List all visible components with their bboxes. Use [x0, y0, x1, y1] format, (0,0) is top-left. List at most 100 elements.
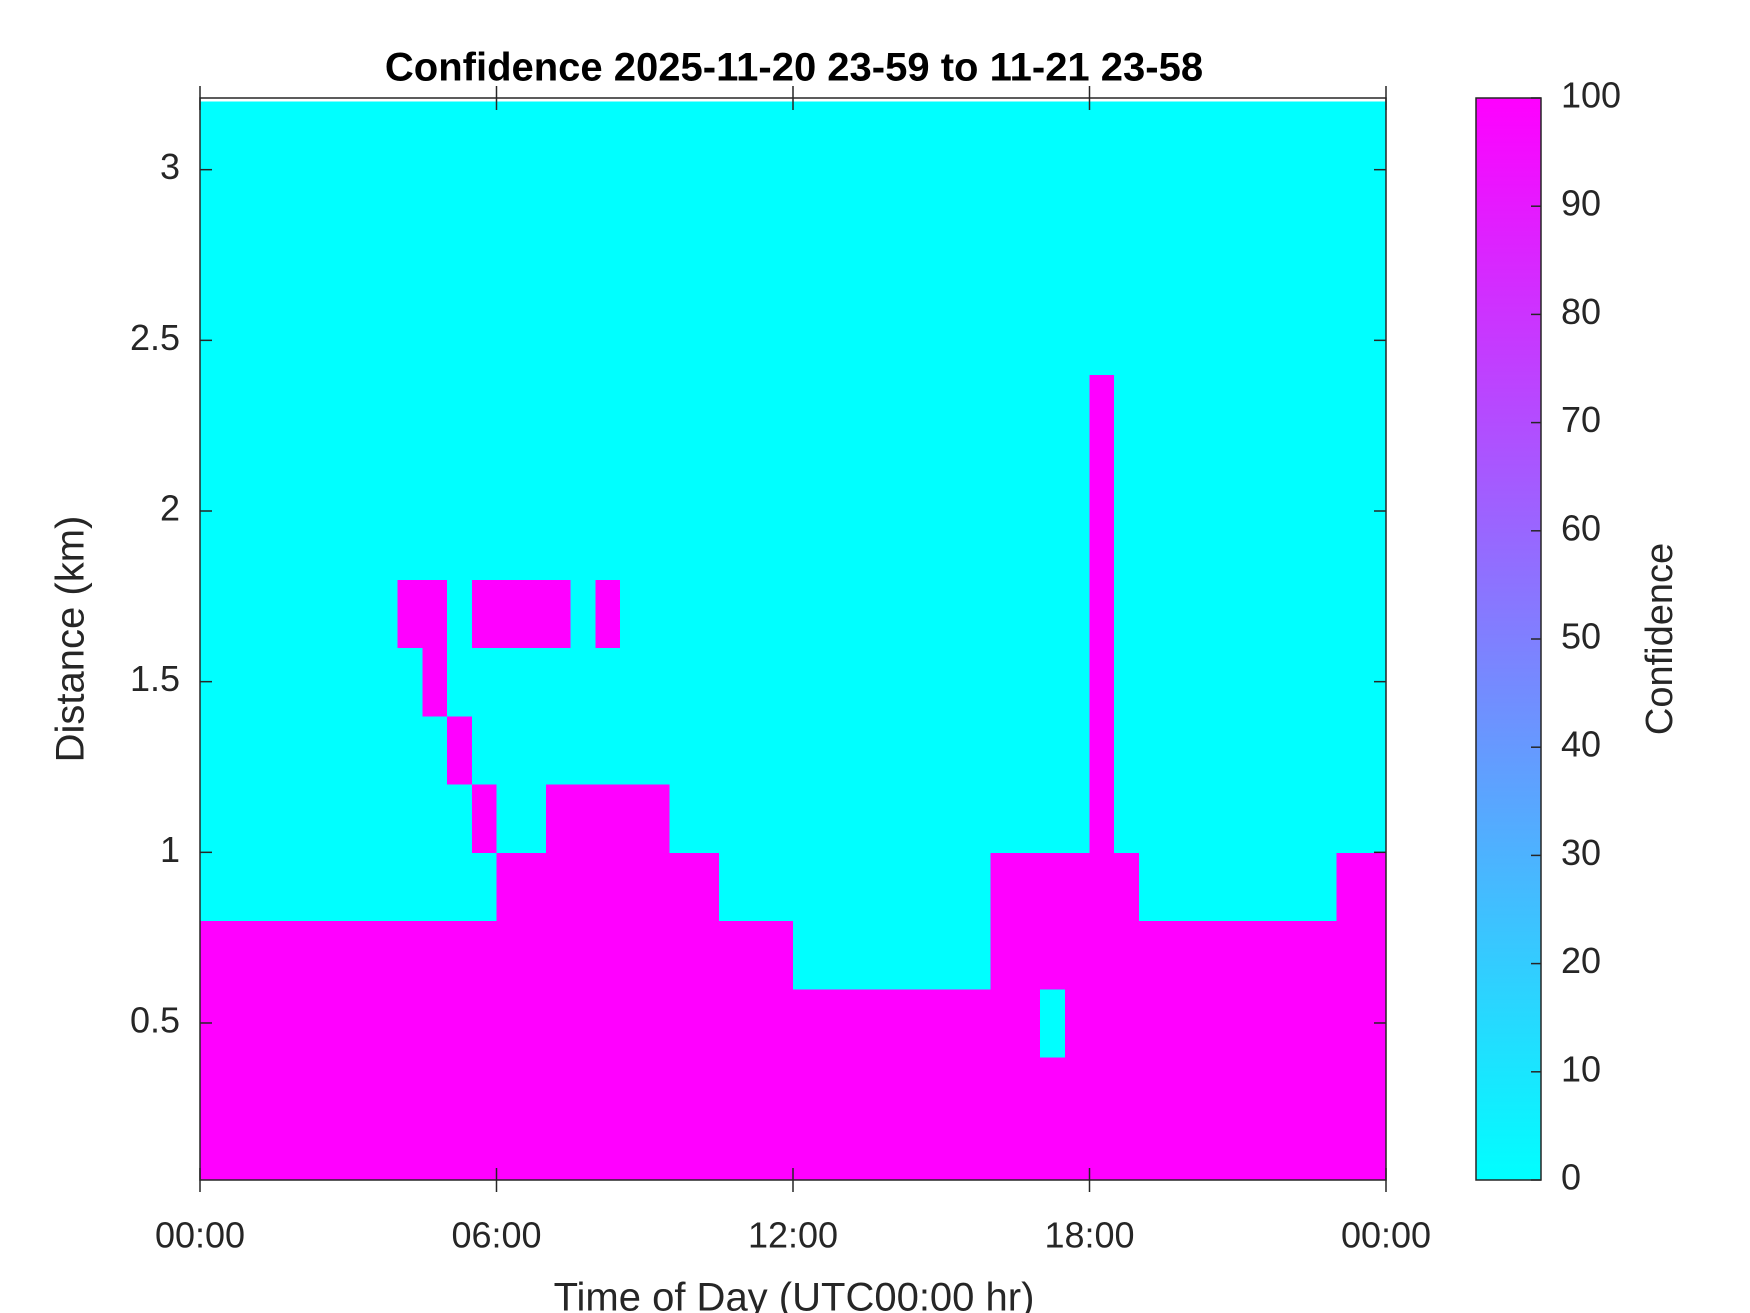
heatmap-cell — [545, 511, 572, 580]
heatmap-cell — [1040, 237, 1066, 307]
heatmap-cell — [298, 237, 325, 307]
colorbar-tick-label: 40 — [1561, 724, 1601, 765]
heatmap-cell — [768, 1125, 794, 1180]
heatmap-cell — [372, 920, 399, 990]
heatmap-cell — [447, 852, 473, 922]
heatmap-cell — [1262, 647, 1288, 717]
heatmap-cell — [916, 511, 942, 580]
heatmap-cell — [644, 1125, 671, 1180]
heatmap-cell — [422, 511, 448, 580]
heatmap-cell — [1311, 988, 1338, 1058]
heatmap-cell — [1237, 101, 1264, 171]
heatmap-cell — [274, 169, 300, 239]
heatmap-cell — [768, 784, 794, 853]
heatmap-cell — [1163, 101, 1189, 171]
heatmap-cell — [793, 101, 819, 171]
heatmap-cell — [965, 988, 992, 1058]
heatmap-cell — [372, 715, 399, 785]
heatmap-cell — [1262, 442, 1288, 512]
heatmap-cell — [249, 374, 275, 444]
heatmap-cell — [620, 169, 646, 239]
heatmap-cell — [743, 442, 769, 512]
heatmap-cell — [471, 511, 498, 580]
heatmap-cell — [1287, 101, 1313, 171]
heatmap-cell — [422, 374, 448, 444]
heatmap-cell — [200, 715, 226, 785]
heatmap-cell — [1262, 715, 1288, 785]
heatmap-cell — [644, 647, 671, 717]
heatmap-cell — [965, 784, 992, 853]
heatmap-cell — [842, 101, 868, 171]
heatmap-cell — [200, 374, 226, 444]
heatmap-cell — [743, 1125, 769, 1180]
heatmap-cell — [323, 511, 349, 580]
heatmap-cell — [941, 442, 967, 512]
heatmap-cell — [1040, 442, 1066, 512]
heatmap-cell — [842, 306, 868, 376]
heatmap-cell — [718, 647, 745, 717]
heatmap-cell — [570, 374, 596, 444]
heatmap-cell — [1064, 306, 1091, 376]
heatmap-cell — [298, 374, 325, 444]
heatmap-cell — [372, 852, 399, 922]
heatmap-cell — [1114, 169, 1140, 239]
heatmap-cell — [1361, 169, 1386, 239]
heatmap-cell — [1040, 374, 1066, 444]
heatmap-cell — [1040, 715, 1066, 785]
heatmap-cell — [422, 442, 448, 512]
heatmap-cell — [200, 511, 226, 580]
heatmap-cell — [718, 511, 745, 580]
heatmap-cell — [422, 784, 448, 853]
heatmap-cell — [620, 237, 646, 307]
heatmap-cell — [496, 169, 522, 239]
heatmap-cell — [595, 169, 621, 239]
heatmap-cell — [1114, 920, 1140, 990]
heatmap-cell — [348, 306, 374, 376]
heatmap-cell — [595, 579, 621, 649]
heatmap-cell — [323, 442, 349, 512]
heatmap-cell — [372, 306, 399, 376]
heatmap-cell — [471, 306, 498, 376]
heatmap-cell — [916, 715, 942, 785]
heatmap-cell — [669, 920, 695, 990]
heatmap-cell — [718, 988, 745, 1058]
heatmap-cell — [1237, 784, 1264, 853]
heatmap-cell — [422, 988, 448, 1058]
colorbar-tick-label: 90 — [1561, 183, 1601, 224]
heatmap-cell — [249, 1057, 275, 1126]
heatmap-cell — [1237, 1125, 1264, 1180]
heatmap-cell — [669, 237, 695, 307]
heatmap-cell — [1262, 852, 1288, 922]
heatmap-cell — [1262, 169, 1288, 239]
heatmap-cell — [274, 715, 300, 785]
heatmap-cell — [1311, 101, 1338, 171]
heatmap-cell — [249, 1125, 275, 1180]
heatmap-cell — [842, 374, 868, 444]
heatmap-cell — [817, 920, 844, 990]
heatmap-cell — [867, 1125, 893, 1180]
heatmap-cell — [941, 169, 967, 239]
heatmap-cell — [447, 920, 473, 990]
heatmap-cell — [1262, 920, 1288, 990]
heatmap-cell — [1163, 715, 1189, 785]
heatmap-cell — [867, 511, 893, 580]
heatmap-cell — [545, 988, 572, 1058]
heatmap-cell — [496, 784, 522, 853]
heatmap-cell — [768, 306, 794, 376]
heatmap-cell — [1163, 511, 1189, 580]
heatmap-cell — [718, 237, 745, 307]
heatmap-cell — [1188, 1125, 1214, 1180]
heatmap-cell — [397, 647, 423, 717]
heatmap-cell — [1089, 374, 1115, 444]
y-tick-label: 0.5 — [130, 1000, 180, 1041]
heatmap-cell — [1213, 579, 1239, 649]
heatmap-cell — [718, 1125, 745, 1180]
heatmap-cell — [1361, 237, 1386, 307]
heatmap-cell — [1015, 784, 1041, 853]
heatmap-cell — [545, 784, 572, 853]
heatmap-cell — [397, 306, 423, 376]
heatmap-cell — [249, 237, 275, 307]
heatmap-cell — [447, 988, 473, 1058]
heatmap-cell — [1188, 237, 1214, 307]
heatmap-cell — [990, 442, 1016, 512]
